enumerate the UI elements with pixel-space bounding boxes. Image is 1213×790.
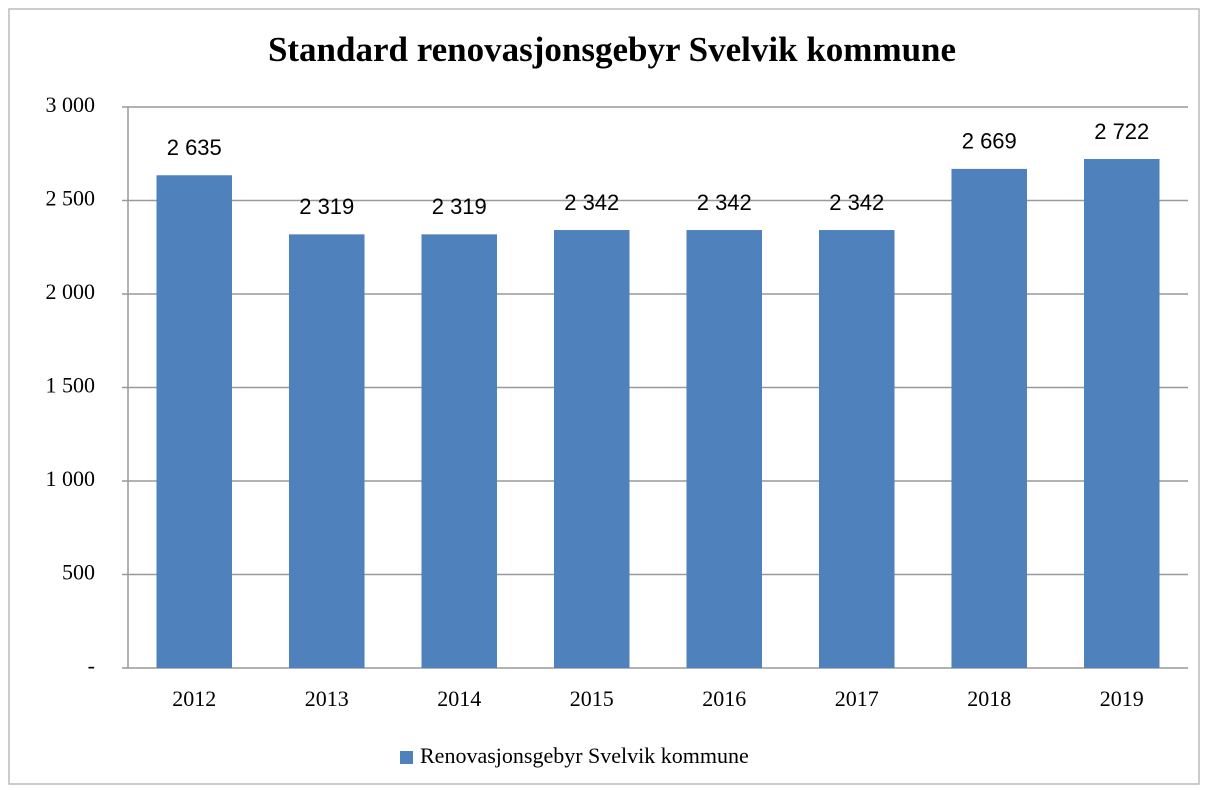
x-tick-label: 2018	[967, 686, 1011, 711]
bar	[421, 234, 498, 669]
x-tick-label: 2017	[835, 686, 879, 711]
data-label: 2 319	[432, 194, 487, 219]
x-tick-label: 2013	[305, 686, 349, 711]
bar	[288, 234, 365, 669]
data-label: 2 722	[1094, 119, 1149, 144]
y-tick-label: 3 000	[46, 92, 96, 117]
bar	[686, 230, 763, 668]
data-label: 2 342	[829, 190, 884, 215]
y-tick-label: 1 000	[46, 466, 96, 491]
legend-label: Renovasjonsgebyr Svelvik kommune	[420, 743, 749, 768]
data-label: 2 319	[299, 194, 354, 219]
x-tick-label: 2019	[1100, 686, 1144, 711]
bar	[553, 230, 630, 668]
legend-swatch	[400, 751, 413, 764]
x-tick-label: 2012	[172, 686, 216, 711]
data-label: 2 342	[564, 190, 619, 215]
chart-frame	[8, 8, 1200, 785]
chart-title: Standard renovasjonsgebyr Svelvik kommun…	[268, 30, 956, 69]
x-tick-label: 2016	[702, 686, 746, 711]
data-label: 2 669	[962, 129, 1017, 154]
y-tick-label: 2 000	[46, 279, 96, 304]
x-tick-label: 2015	[570, 686, 614, 711]
x-tick-label: 2014	[437, 686, 481, 711]
bar	[818, 230, 895, 668]
data-label: 2 342	[697, 190, 752, 215]
y-tick-label: -	[88, 653, 95, 678]
y-tick-label: 500	[62, 560, 95, 585]
bar	[951, 168, 1028, 668]
data-label: 2 635	[167, 135, 222, 160]
y-tick-label: 1 500	[46, 373, 96, 398]
bar	[1083, 158, 1160, 668]
bar	[156, 175, 233, 668]
y-tick-label: 2 500	[46, 186, 96, 211]
